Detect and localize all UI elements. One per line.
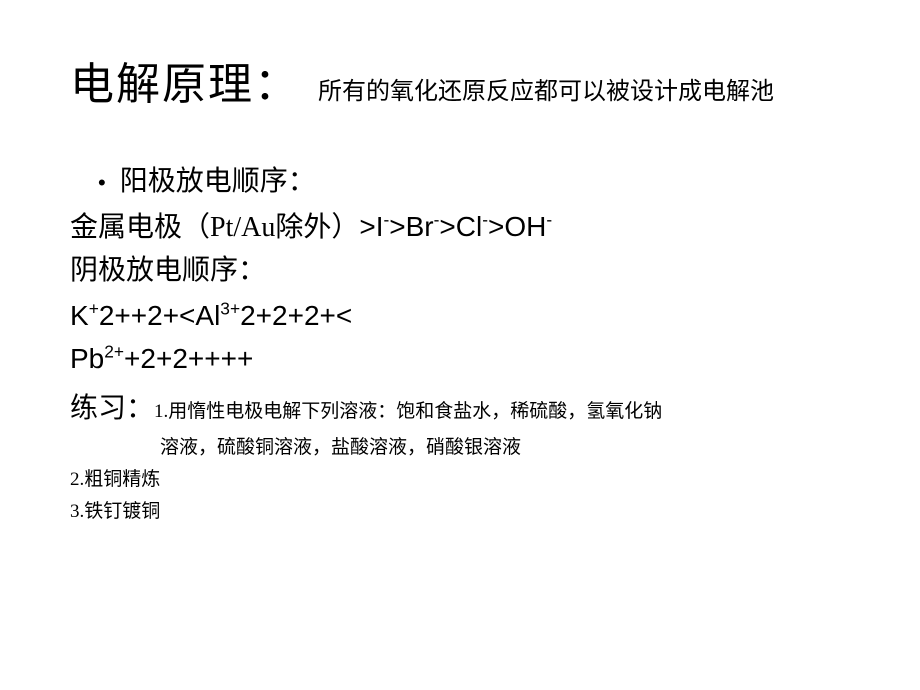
practice-q3: 3.铁钉镀铜 [70, 496, 850, 528]
practice-q1b: 溶液，硫酸铜溶液，盐酸溶液，硝酸银溶液 [70, 432, 850, 464]
practice-block: 练习：1.用惰性电极电解下列溶液：饱和食盐水，稀硫酸，氢氧化钠 溶液，硫酸铜溶液… [70, 387, 850, 464]
practice-q1a: 1.用惰性电极电解下列溶液：饱和食盐水，稀硫酸，氢氧化钠 [154, 401, 662, 422]
slide: 电解原理： 所有的氧化还原反应都可以被设计成电解池 • 阳极放电顺序： 金属电极… [0, 0, 920, 690]
practice-label: 练习： [70, 393, 154, 424]
anode-label: 阳极放电顺序： [120, 160, 316, 205]
title-row: 电解原理： 所有的氧化还原反应都可以被设计成电解池 [70, 48, 850, 112]
cathode-label: 阴极放电顺序： [70, 249, 850, 294]
anode-sequence: 金属电极（Pt/Au除外）>I->Br->Cl->OH- [70, 205, 850, 249]
cathode-sequence-line2: Pb2++2+2++++ [70, 337, 850, 380]
content: • 阳极放电顺序： 金属电极（Pt/Au除外）>I->Br->Cl->OH- 阴… [70, 160, 850, 528]
anode-label-row: • 阳极放电顺序： [70, 160, 850, 205]
title-subtitle: 所有的氧化还原反应都可以被设计成电解池 [318, 71, 774, 106]
cathode-sequence-line1: K+2++2+<Al3+2+2+2+< [70, 294, 850, 337]
practice-q2: 2.粗铜精炼 [70, 464, 850, 496]
bullet-icon: • [98, 165, 106, 200]
title-main: 电解原理： [70, 48, 300, 112]
anode-prefix: 金属电极（Pt/Au除外） [70, 212, 359, 243]
